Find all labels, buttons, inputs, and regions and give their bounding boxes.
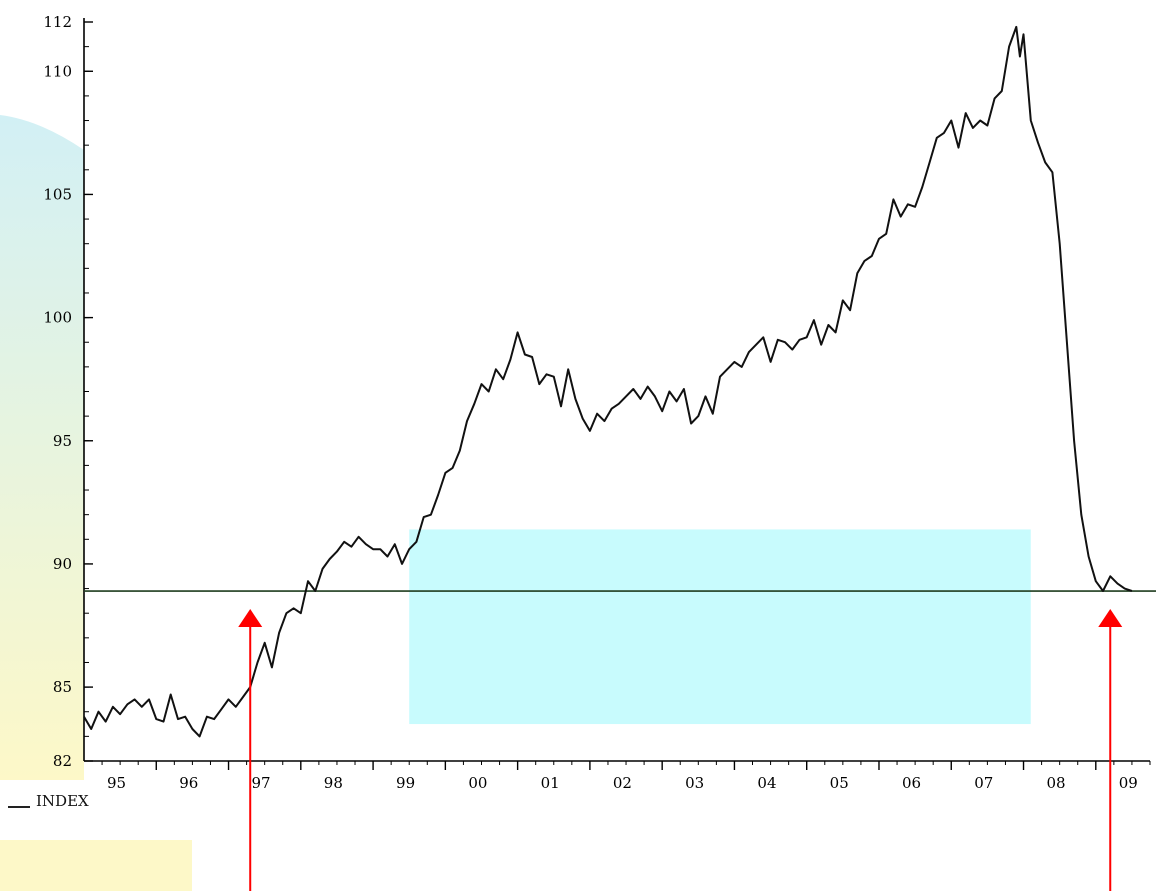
x-tick-label: 97 <box>252 774 271 792</box>
bottom-left-yellow-patch <box>0 840 192 891</box>
y-tick-label: 90 <box>53 555 72 573</box>
y-tick-label: 100 <box>43 309 72 327</box>
x-tick-label: 09 <box>1119 774 1138 792</box>
x-tick-label: 98 <box>324 774 343 792</box>
y-tick-label: 105 <box>43 185 72 203</box>
series-group <box>83 25 1133 738</box>
x-tick-label: 06 <box>902 774 921 792</box>
y-tick-label: 82 <box>53 752 72 770</box>
left-background-band <box>0 115 84 780</box>
legend-label-index: INDEX <box>36 792 89 810</box>
y-tick-label: 95 <box>53 432 72 450</box>
x-tick-label: 02 <box>613 774 632 792</box>
arrow-head-2 <box>1098 609 1123 628</box>
x-tick-label: 99 <box>396 774 415 792</box>
y-tick-label: 112 <box>43 13 72 31</box>
y-tick-label: 110 <box>43 62 72 80</box>
series-line-index <box>83 25 1133 738</box>
legend-swatch <box>8 806 30 808</box>
x-tick-label: 07 <box>974 774 993 792</box>
highlight-box <box>409 529 1031 725</box>
background-panel <box>0 115 192 891</box>
arrow-head-1 <box>238 609 263 628</box>
legend: INDEX <box>8 792 89 810</box>
x-tick-label: 95 <box>107 774 126 792</box>
x-tick-label: 05 <box>830 774 849 792</box>
x-tick-label: 04 <box>757 774 776 792</box>
x-tick-label: 96 <box>179 774 198 792</box>
arrows-group <box>238 609 1123 891</box>
y-tick-label: 85 <box>53 678 72 696</box>
highlight-region <box>409 529 1031 725</box>
x-tick-label: 00 <box>468 774 487 792</box>
x-tick-label: 01 <box>541 774 560 792</box>
x-tick-label: 08 <box>1047 774 1066 792</box>
axes: 112 110 105 100 95 90 85 82 95 96 97 98 99 00 01 02 03 04… <box>43 13 1151 792</box>
x-tick-label: 03 <box>685 774 704 792</box>
